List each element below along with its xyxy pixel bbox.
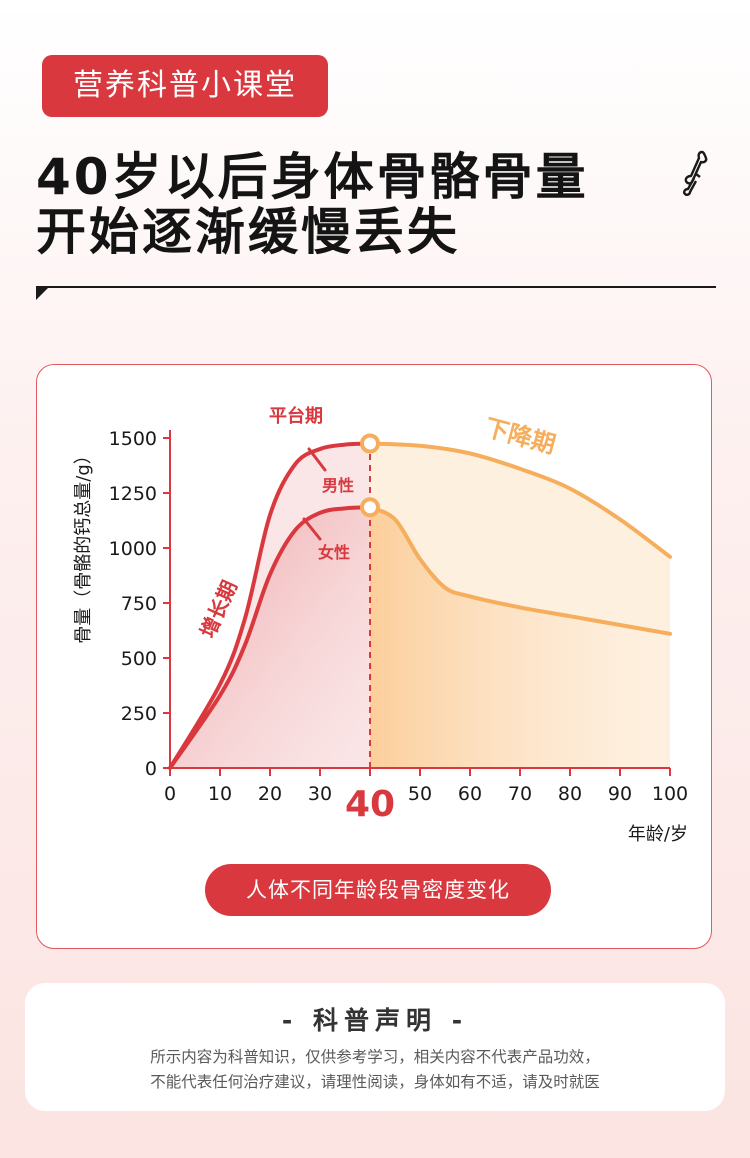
y-tick-label: 500 — [121, 648, 157, 670]
highlight-x-label: 40 — [345, 784, 395, 825]
male-peak-marker — [360, 433, 380, 454]
bone-joint-icon — [683, 150, 708, 196]
female-series-label: 女性 — [318, 543, 350, 562]
x-tick-label: 10 — [208, 783, 232, 805]
y-tick-label: 750 — [121, 593, 157, 615]
x-tick-label: 20 — [258, 783, 282, 805]
top-strip — [0, 0, 750, 12]
female-growth-line — [168, 505, 372, 770]
x-tick-label: 30 — [308, 783, 332, 805]
x-tick-label: 80 — [558, 783, 582, 805]
disclaimer-line-1: 所示内容为科普知识，仅供参考学习，相关内容不代表产品功效， — [150, 1048, 600, 1066]
x-tick-label: 100 — [652, 783, 688, 805]
x-tick-label: 50 — [408, 783, 432, 805]
disclaimer-title: - 科普声明 - — [281, 1006, 469, 1035]
male-growth-line — [168, 441, 372, 770]
x-tick-label: 90 — [608, 783, 632, 805]
male-decline-line — [368, 441, 672, 559]
y-tick-label: 250 — [121, 703, 157, 725]
chart-caption: 人体不同年龄段骨密度变化 — [205, 864, 551, 916]
headline-line-2: 开始逐渐缓慢丢失 — [36, 203, 460, 261]
female-label-leader — [302, 517, 322, 541]
female-peak-marker — [360, 497, 380, 518]
growth-label: 增长期 — [195, 577, 241, 642]
male-label-leader — [307, 447, 327, 472]
y-tick-label: 1000 — [109, 538, 157, 560]
section-badge: 营养科普小课堂 — [42, 55, 328, 117]
disclaimer-body: 所示内容为科普知识，仅供参考学习，相关内容不代表产品功效， 不能代表任何治疗建议… — [25, 1045, 725, 1095]
x-tick-label: 60 — [458, 783, 482, 805]
female-growth-area — [170, 507, 370, 768]
y-tick-label: 1500 — [109, 428, 157, 450]
y-axis-label: 骨量（骨骼的钙总量/g） — [73, 446, 94, 644]
disclaimer-line-2: 不能代表任何治疗建议，请理性阅读，身体如有不适，请及时就医 — [150, 1073, 600, 1091]
header-divider — [36, 286, 716, 288]
decline-label: 下降期 — [482, 413, 559, 459]
plateau-label: 平台期 — [269, 405, 323, 427]
y-tick-label: 0 — [145, 758, 157, 780]
male-series-label: 男性 — [322, 476, 354, 495]
headline-line-1: 40岁以后身体骨骼骨量 — [36, 148, 589, 206]
y-tick-label: 1250 — [109, 483, 157, 505]
x-tick-label: 0 — [164, 783, 176, 805]
divider-corner-mark — [36, 288, 48, 300]
female-decline-line — [368, 505, 672, 636]
female-decline-area — [370, 507, 670, 768]
disclaimer-panel: - 科普声明 - 所示内容为科普知识，仅供参考学习，相关内容不代表产品功效， 不… — [25, 983, 725, 1111]
x-axis-label: 年龄/岁 — [628, 824, 688, 845]
x-tick-label: 70 — [508, 783, 532, 805]
